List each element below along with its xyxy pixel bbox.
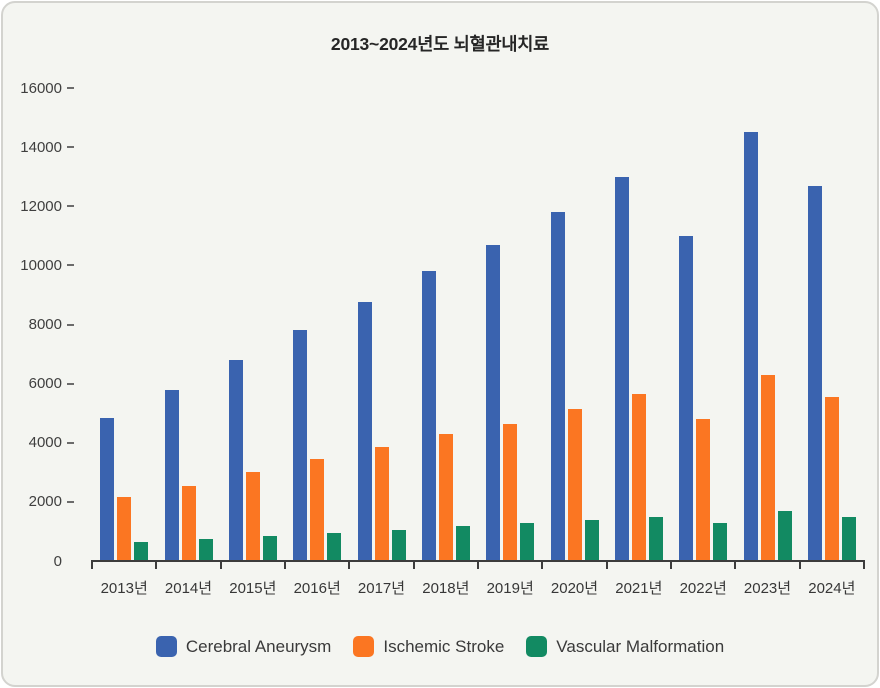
- bar-2016년-ischemic-stroke: [310, 459, 325, 561]
- x-label-2024: 2024년: [808, 580, 856, 597]
- bar-2023년-vascular-malformation: [777, 510, 792, 561]
- x-tick: [670, 561, 672, 569]
- legend-swatch-icon: [155, 636, 177, 657]
- legend-swatch-icon: [353, 636, 375, 657]
- legend-item-cerebral-aneurysm[interactable]: Cerebral Aneurysm: [155, 636, 332, 657]
- bar-2021년-vascular-malformation: [648, 516, 663, 561]
- bar-2016년-vascular-malformation: [327, 532, 342, 561]
- y-tick-label: 2000: [28, 493, 62, 511]
- bar-2024년-vascular-malformation: [841, 516, 856, 561]
- y-tick-0: 0: [3, 552, 74, 570]
- x-tick: [219, 561, 222, 569]
- bar-2013년-ischemic-stroke: [117, 497, 132, 561]
- bar-2014년-cerebral-aneurysm: [164, 389, 179, 561]
- bar-2018년-ischemic-stroke: [438, 433, 453, 561]
- x-tick: [605, 561, 608, 569]
- x-label-2022: 2022년: [679, 580, 727, 597]
- bar-2020년-ischemic-stroke: [567, 408, 582, 561]
- bar-2014년-ischemic-stroke: [181, 485, 196, 561]
- bar-2019년-vascular-malformation: [520, 522, 535, 561]
- y-tick-label: 4000: [28, 434, 62, 452]
- bar-2017년-cerebral-aneurysm: [357, 302, 372, 561]
- bar-2021년-ischemic-stroke: [631, 393, 646, 561]
- bar-2020년-cerebral-aneurysm: [550, 212, 565, 561]
- legend-swatch-icon: [526, 636, 548, 657]
- x-tick: [798, 561, 801, 569]
- y-tick-4000: 4000: [3, 434, 74, 452]
- chart-title: 2013~2024년도 뇌혈관내치료: [330, 34, 550, 54]
- bar-2021년-cerebral-aneurysm: [614, 176, 629, 561]
- x-label-2013: 2013년: [100, 580, 148, 597]
- x-label-2018: 2018년: [422, 580, 470, 597]
- bar-2023년-ischemic-stroke: [760, 374, 775, 561]
- bar-2017년-vascular-malformation: [391, 529, 406, 561]
- bar-2022년-vascular-malformation: [713, 522, 728, 561]
- bar-2024년-cerebral-aneurysm: [807, 185, 822, 561]
- y-tick-mark: [67, 146, 74, 149]
- y-tick-label: 16000: [20, 79, 62, 97]
- bar-2022년-ischemic-stroke: [696, 419, 711, 561]
- legend-item-ischemic-stroke[interactable]: Ischemic Stroke: [353, 636, 504, 657]
- x-label-2019: 2019년: [486, 580, 534, 597]
- bar-2024년-ischemic-stroke: [824, 396, 839, 561]
- y-tick-mark: [67, 323, 74, 326]
- x-label-2020: 2020년: [550, 580, 599, 597]
- x-tick: [284, 561, 286, 569]
- y-tick-label: 6000: [28, 375, 62, 393]
- y-tick-mark: [67, 87, 74, 89]
- bar-2015년-vascular-malformation: [262, 535, 277, 561]
- x-label-2021: 2021년: [615, 580, 663, 597]
- legend-item-vascular-malformation[interactable]: Vascular Malformation: [526, 636, 724, 657]
- bar-2013년-vascular-malformation: [134, 541, 149, 561]
- x-tick: [477, 561, 479, 569]
- bar-2023년-cerebral-aneurysm: [743, 132, 758, 561]
- y-tick-2000: 2000: [3, 493, 74, 511]
- x-label-2016: 2016년: [293, 580, 341, 597]
- y-tick-8000: 8000: [3, 316, 74, 334]
- x-tick: [155, 561, 158, 569]
- y-tick-label: 8000: [28, 316, 62, 333]
- y-tick-mark: [67, 382, 74, 385]
- bar-2016년-cerebral-aneurysm: [293, 330, 308, 561]
- y-tick-mark: [67, 441, 74, 444]
- x-label-2017: 2017년: [357, 580, 406, 597]
- x-tick: [863, 561, 865, 569]
- y-tick-mark: [67, 500, 74, 503]
- bar-2019년-ischemic-stroke: [503, 423, 518, 561]
- bar-2014년-vascular-malformation: [198, 538, 213, 561]
- y-tick-label: 0: [53, 552, 62, 570]
- x-label-2014: 2014년: [164, 580, 213, 597]
- x-tick: [348, 561, 351, 569]
- y-tick-12000: 12000: [3, 197, 74, 215]
- x-label-2023: 2023년: [743, 580, 792, 597]
- bar-2018년-vascular-malformation: [455, 525, 470, 561]
- y-tick-label: 12000: [20, 197, 62, 215]
- bar-2013년-cerebral-aneurysm: [100, 417, 115, 561]
- y-tick-6000: 6000: [3, 375, 74, 393]
- x-tick: [734, 561, 737, 569]
- x-tick: [412, 561, 415, 569]
- x-label-2015: 2015년: [229, 580, 277, 597]
- legend-label: Vascular Malformation: [556, 636, 725, 656]
- bar-2017년-ischemic-stroke: [374, 447, 389, 561]
- x-tick: [91, 561, 93, 569]
- x-tick: [541, 561, 544, 569]
- legend-label: Cerebral Aneurysm: [185, 636, 332, 656]
- bar-2020년-vascular-malformation: [584, 519, 599, 561]
- legend-label: Ischemic Stroke: [383, 636, 505, 656]
- bar-2015년-cerebral-aneurysm: [228, 359, 243, 561]
- bar-2022년-cerebral-aneurysm: [679, 235, 694, 561]
- y-tick-mark: [67, 264, 74, 267]
- y-tick-label: 10000: [20, 256, 62, 274]
- bar-2018년-cerebral-aneurysm: [421, 271, 436, 561]
- y-tick-14000: 14000: [3, 138, 74, 156]
- bar-2015년-ischemic-stroke: [245, 472, 260, 561]
- y-tick-label: 14000: [20, 138, 62, 156]
- legend: Cerebral Aneurysm Ischemic Stroke Vascular…: [3, 636, 877, 657]
- y-tick-16000: 16000: [3, 79, 74, 97]
- y-tick-10000: 10000: [3, 256, 74, 274]
- y-tick-mark: [67, 205, 74, 208]
- bar-2019년-cerebral-aneurysm: [486, 244, 501, 561]
